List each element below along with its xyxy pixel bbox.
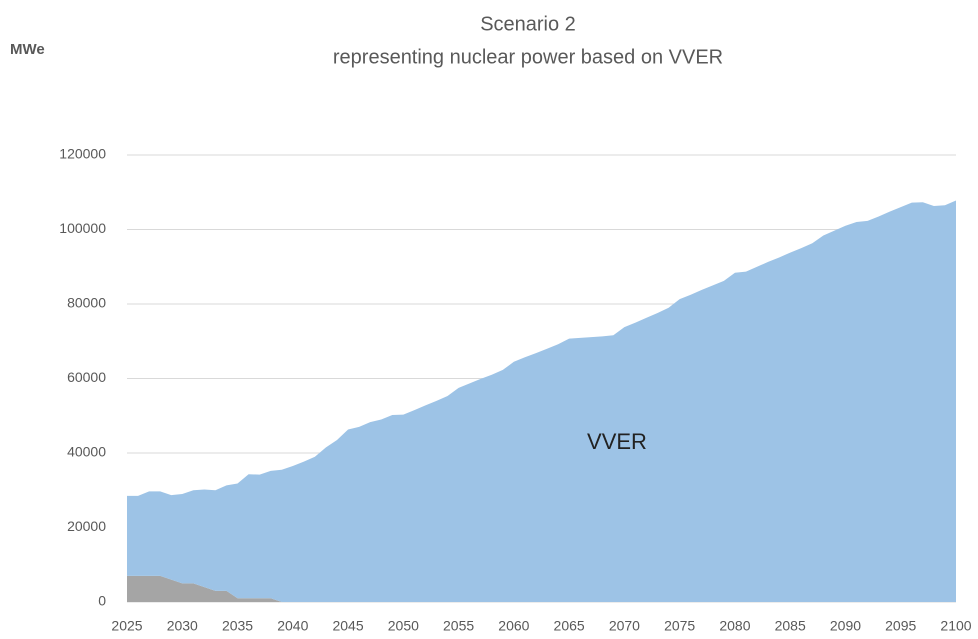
- chart-subtitle: representing nuclear power based on VVER: [333, 46, 723, 68]
- x-tick-label: 2060: [498, 618, 529, 634]
- y-tick-label: 60000: [67, 369, 106, 385]
- y-tick-label: 40000: [67, 444, 106, 460]
- x-tick-label: 2025: [111, 618, 142, 634]
- x-tick-label: 2085: [775, 618, 806, 634]
- x-tick-label: 2065: [554, 618, 585, 634]
- x-tick-label: 2075: [664, 618, 695, 634]
- x-tick-label: 2045: [332, 618, 363, 634]
- y-tick-label: 0: [98, 593, 106, 609]
- y-tick-label: 100000: [59, 220, 106, 236]
- x-tick-label: 2050: [388, 618, 419, 634]
- y-tick-label: 20000: [67, 518, 106, 534]
- x-tick-label: 2030: [167, 618, 198, 634]
- y-tick-label: 120000: [59, 146, 106, 162]
- x-tick-label: 2040: [277, 618, 308, 634]
- x-tick-label: 2070: [609, 618, 640, 634]
- y-axis-label: MWe: [10, 41, 45, 58]
- x-tick-label: 2080: [719, 618, 750, 634]
- area: [127, 575, 956, 602]
- x-tick-label: 2095: [885, 618, 916, 634]
- x-tick-label: 2055: [443, 618, 474, 634]
- area: [127, 200, 956, 602]
- y-tick-label: 80000: [67, 295, 106, 311]
- chart-title: Scenario 2: [480, 13, 576, 35]
- area-label: VVER: [587, 429, 647, 454]
- x-tick-label: 2090: [830, 618, 861, 634]
- x-tick-label: 2035: [222, 618, 253, 634]
- x-tick-label: 2100: [940, 618, 971, 634]
